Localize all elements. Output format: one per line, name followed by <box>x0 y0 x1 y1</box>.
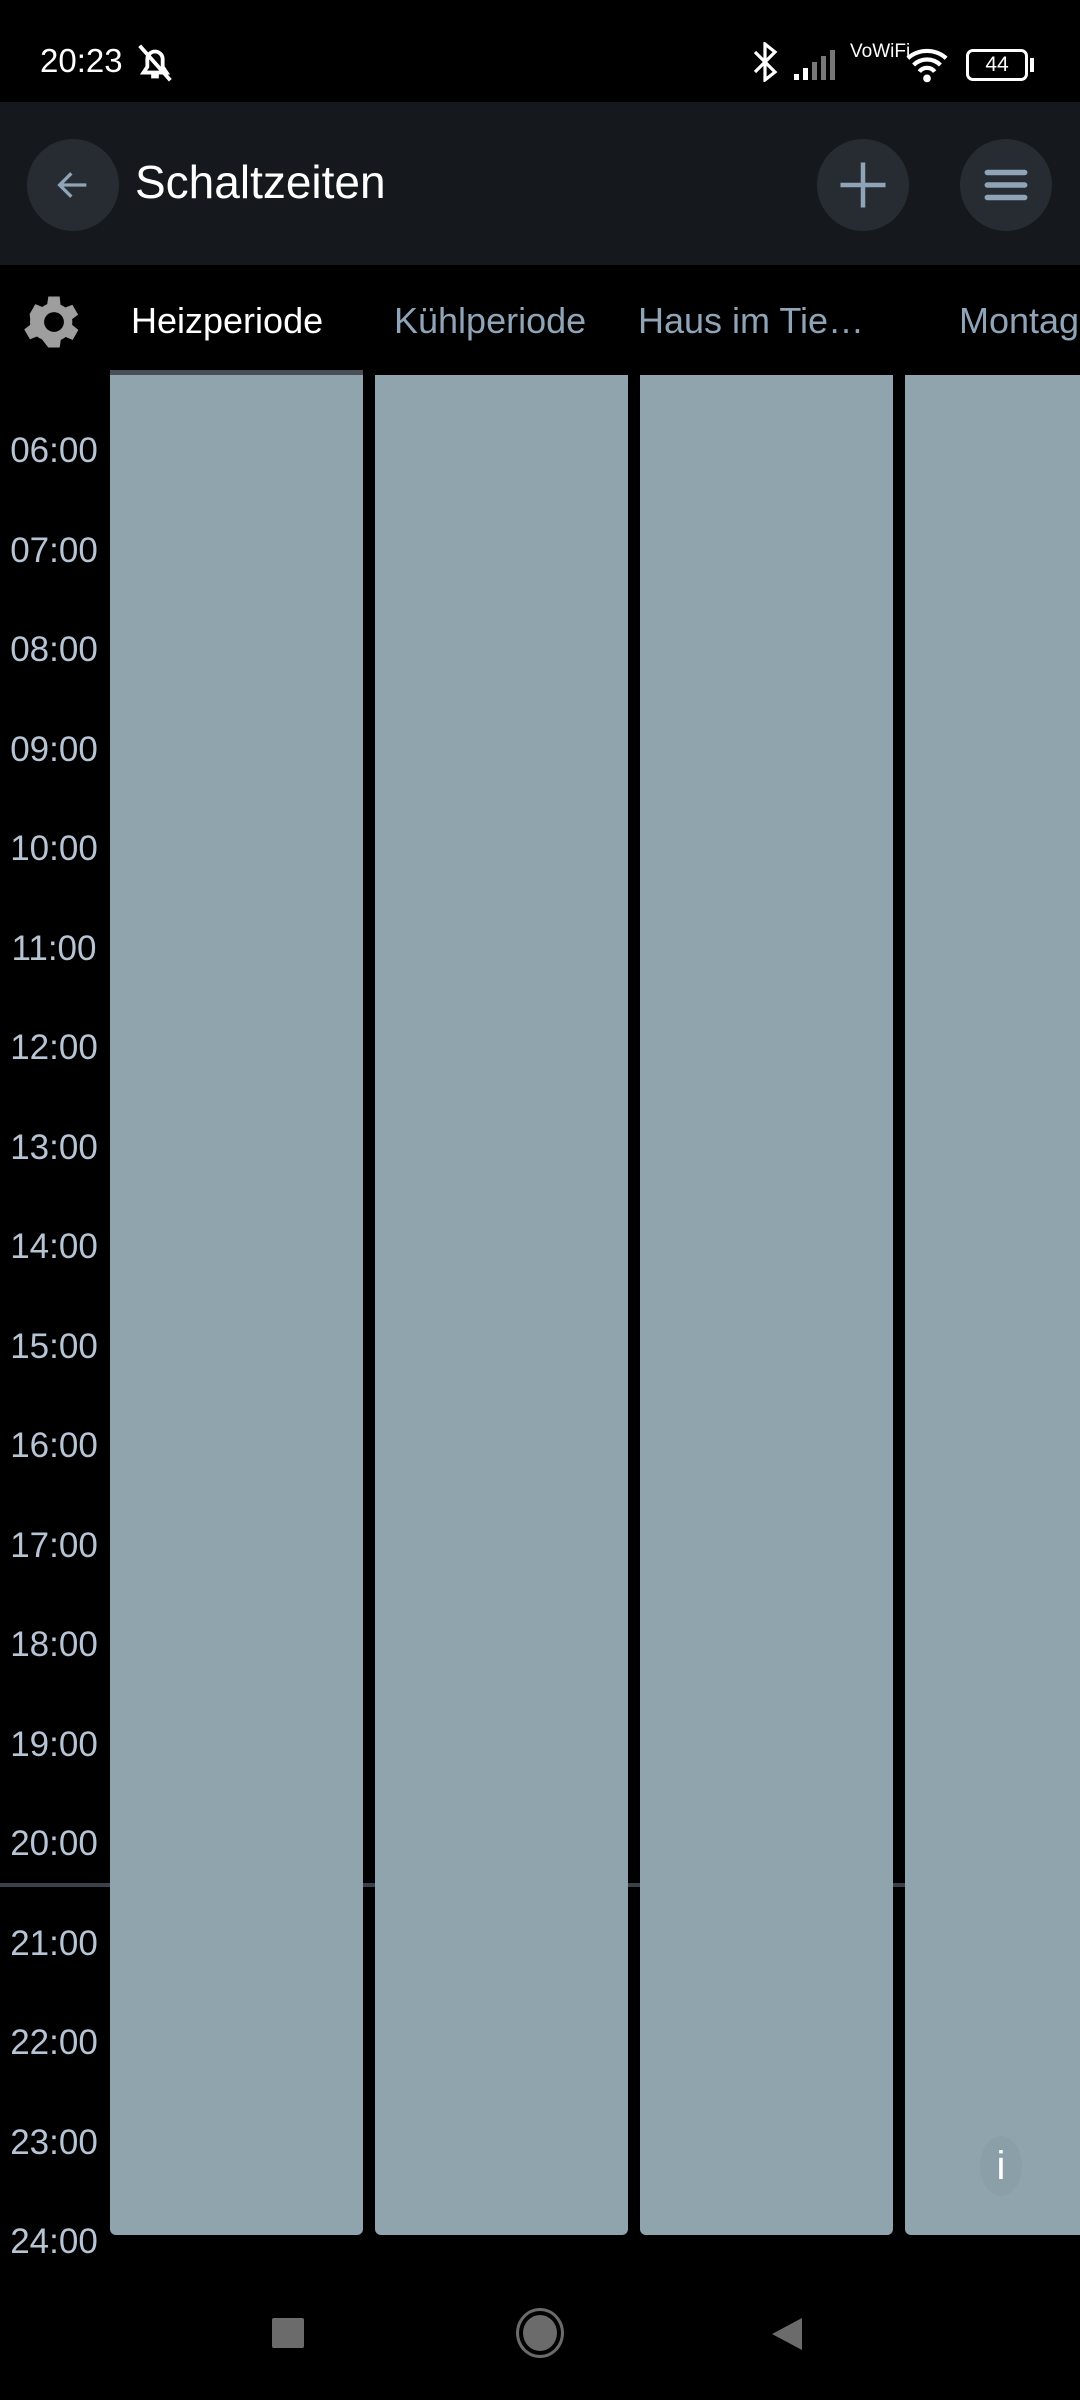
signal-icon <box>794 50 835 80</box>
time-label: 15:00 <box>10 1326 98 1366</box>
battery-tip <box>1030 58 1034 72</box>
time-label: 19:00 <box>10 1724 98 1764</box>
tab-heizperiode[interactable]: Heizperiode <box>131 300 324 341</box>
time-label: 16:00 <box>10 1426 98 1465</box>
time-label: 12:00 <box>10 1028 98 1067</box>
home-nav-button[interactable] <box>516 2308 564 2358</box>
recents-nav-button[interactable] <box>272 2318 304 2348</box>
plus-icon <box>840 162 886 208</box>
back-button[interactable] <box>27 139 119 231</box>
hamburger-menu-icon <box>984 169 1028 201</box>
time-label: 22:00 <box>10 2023 98 2062</box>
schedule-column-montag[interactable] <box>905 375 1080 2235</box>
time-label: 17:00 <box>10 1525 98 1565</box>
schedule-column-kuehlperiode[interactable] <box>375 375 628 2235</box>
battery-icon: 44 <box>966 49 1028 81</box>
tab-haus-im-tie[interactable]: Haus im Tie… <box>638 300 865 341</box>
time-label: 11:00 <box>11 928 97 968</box>
vowifi-icon: VoWiFi <box>850 41 911 62</box>
tab-montag[interactable]: Montag <box>959 300 1080 341</box>
time-label: 14:00 <box>10 1227 98 1266</box>
current-time-marker <box>0 1883 110 1887</box>
info-button[interactable]: i <box>980 2136 1022 2196</box>
menu-button[interactable] <box>960 139 1052 231</box>
time-label: 21:00 <box>10 1923 98 1963</box>
time-label: 13:00 <box>10 1127 98 1167</box>
mute-bell-icon <box>138 44 172 82</box>
schedule-column-haus-im-tie[interactable] <box>640 375 893 2235</box>
time-label: 23:00 <box>10 2122 98 2162</box>
tab-kuehlperiode[interactable]: Kühlperiode <box>394 300 587 341</box>
time-label: 18:00 <box>10 1625 98 1664</box>
schedule-column-heizperiode[interactable] <box>110 375 363 2235</box>
back-nav-button[interactable] <box>770 2316 806 2352</box>
app-bar <box>0 102 1080 265</box>
active-tab-indicator <box>110 370 363 375</box>
wifi-icon <box>906 48 948 83</box>
arrow-left-icon <box>57 172 87 198</box>
time-label: 06:00 <box>10 431 98 470</box>
gear-icon[interactable] <box>20 288 88 356</box>
time-label: 20:00 <box>10 1824 98 1863</box>
status-bar: 20:23 VoWiFi 44 <box>0 0 1080 102</box>
time-label: 08:00 <box>10 630 98 669</box>
page-title: Schaltzeiten <box>135 156 386 208</box>
clock: 20:23 <box>40 42 123 79</box>
time-label: 10:00 <box>10 829 98 868</box>
time-label: 09:00 <box>10 729 98 769</box>
bluetooth-icon <box>753 42 778 82</box>
time-label: 24:00 <box>10 2222 98 2261</box>
time-label: 07:00 <box>10 530 98 570</box>
add-button[interactable] <box>817 139 909 231</box>
